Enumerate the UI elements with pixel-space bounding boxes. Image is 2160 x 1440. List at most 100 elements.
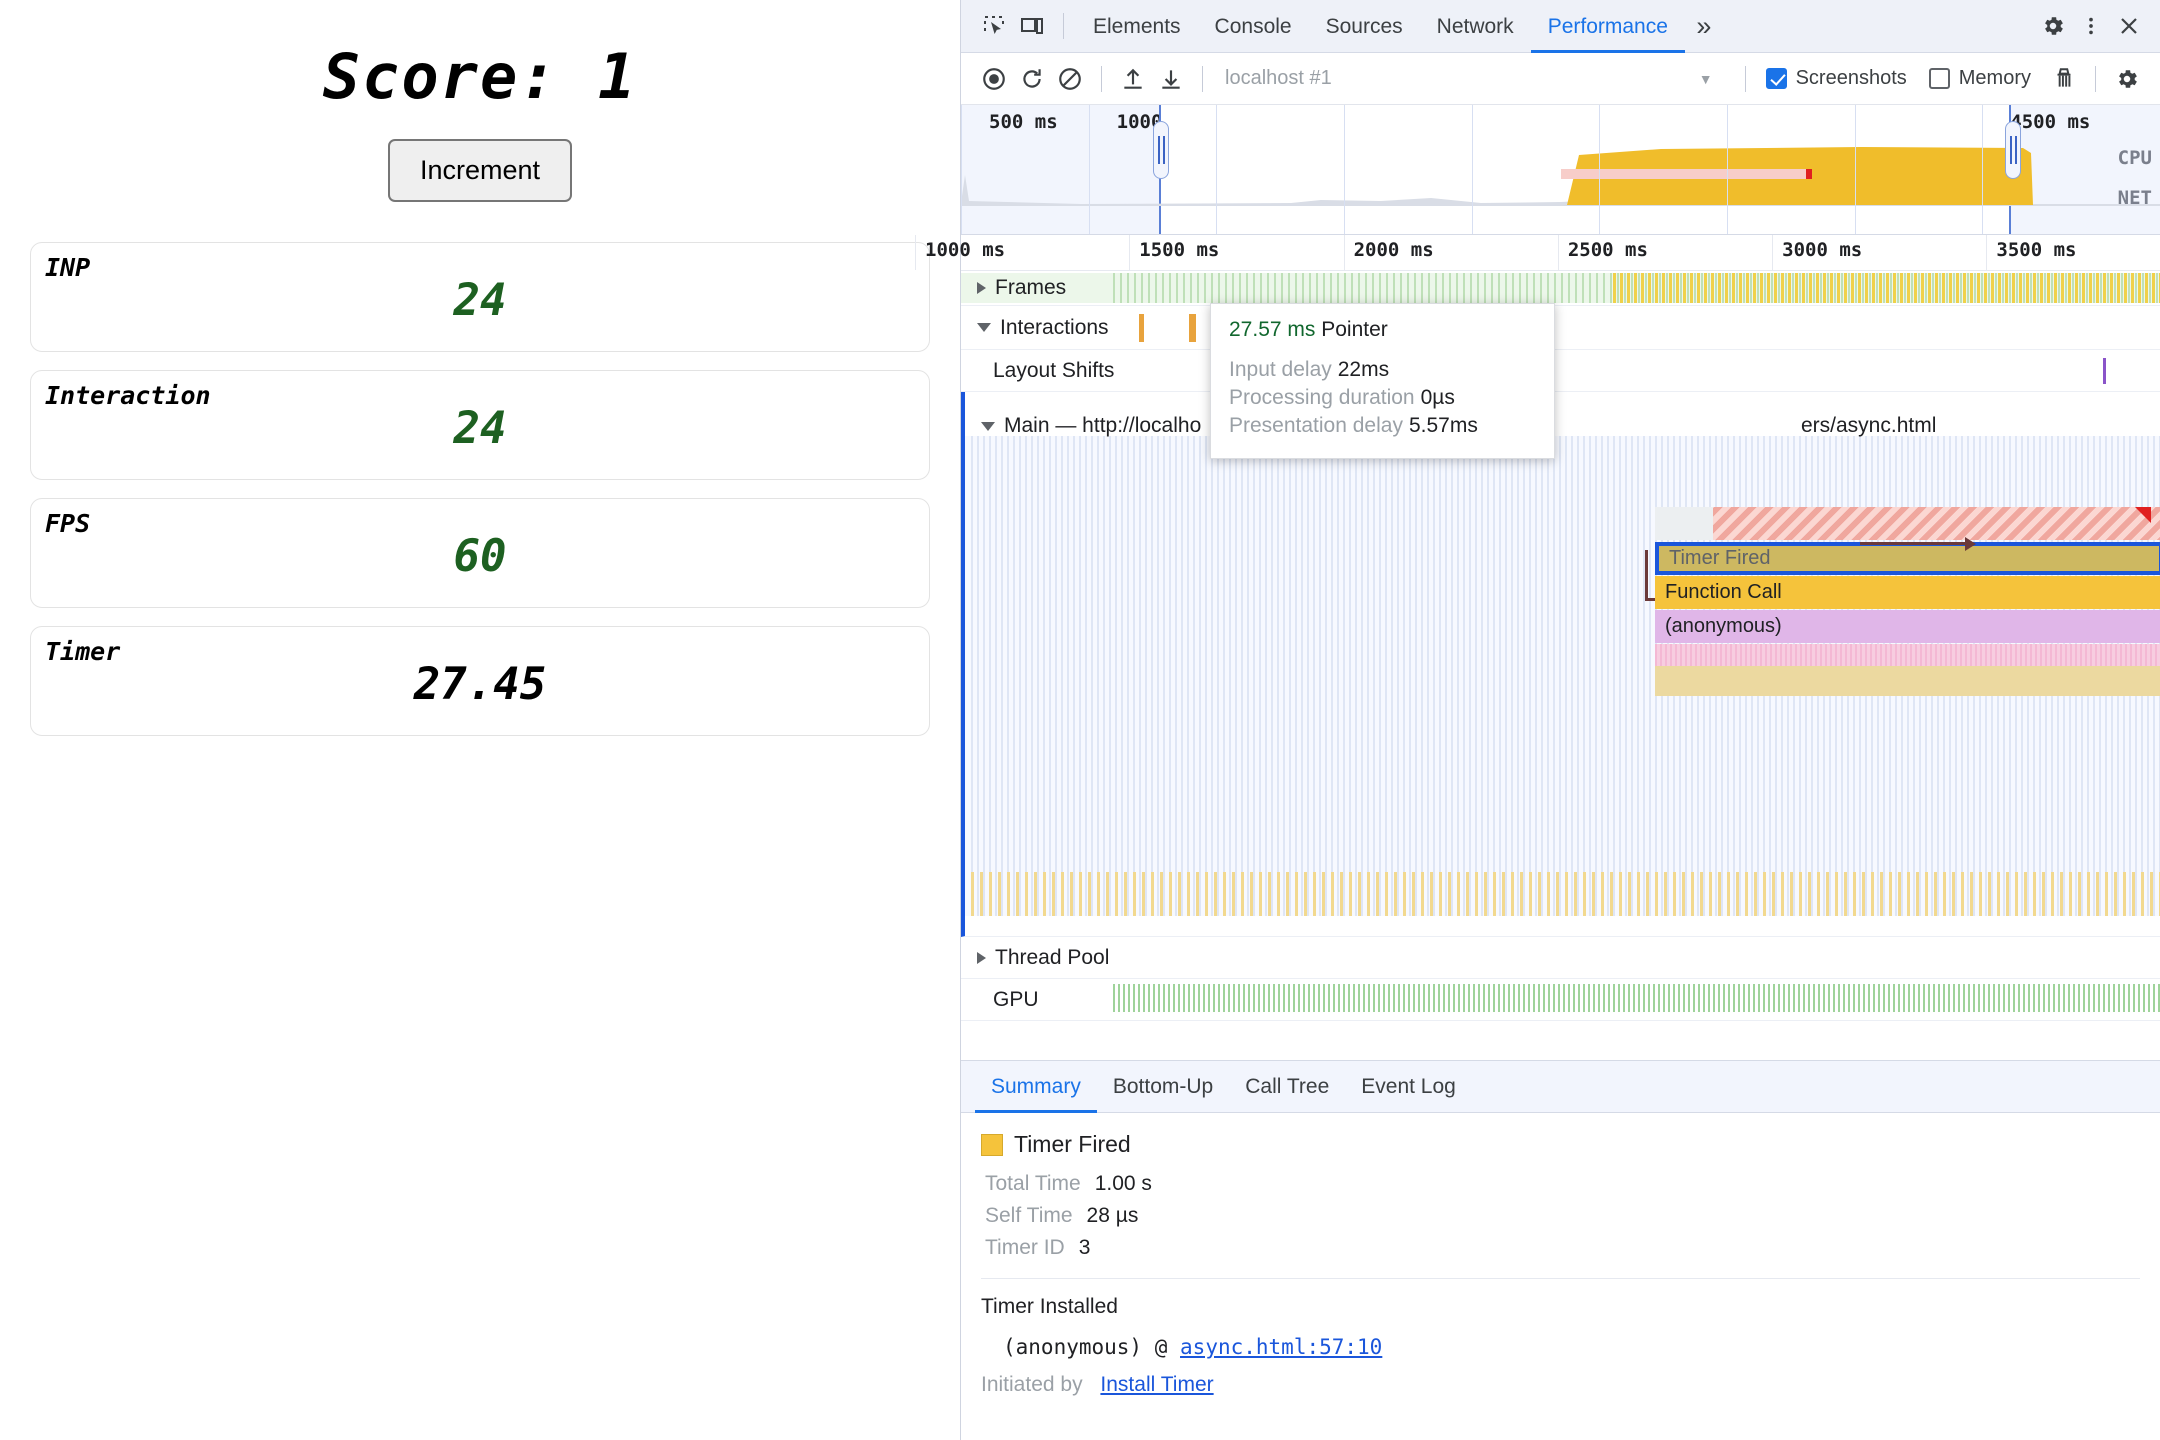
controls-divider-2 [1202, 65, 1203, 92]
detail-field-key: Total Time [985, 1172, 1081, 1195]
arrow-head-icon [1965, 537, 1976, 551]
overview-selection-window[interactable] [1159, 105, 2011, 234]
track-gpu[interactable]: GPU [961, 979, 2160, 1021]
tooltip-row-list: Input delay 22ms Processing duration 0µs Pre… [1229, 358, 1536, 438]
reload-and-record-icon[interactable] [1013, 60, 1051, 98]
flame-bar[interactable]: Timer Fired [1655, 542, 2160, 575]
capture-settings-gear-icon[interactable] [2108, 60, 2146, 98]
page-title: Score: 1 [322, 40, 638, 113]
detail-field-key: Self Time [985, 1204, 1073, 1227]
collect-garbage-icon[interactable] [2045, 60, 2083, 98]
overview-tick: 500 ms [989, 111, 1058, 133]
track-interactions[interactable]: Interactions [961, 306, 2160, 350]
interaction-tooltip: 27.57 ms Pointer Input delay 22ms Processi… [1210, 303, 1555, 459]
clear-icon[interactable] [1051, 60, 1089, 98]
screenshots-checkbox[interactable]: Screenshots [1765, 67, 1907, 90]
track-thread-pool[interactable]: Thread Pool [961, 937, 2160, 979]
interaction-marker-1[interactable] [1139, 314, 1144, 342]
overview-window-handle-left[interactable] [1153, 121, 1169, 179]
track-frames[interactable]: Frames [961, 271, 2160, 306]
details-tab-list: Summary Bottom-Up Call Tree Event Log [961, 1061, 2160, 1113]
kebab-menu-icon[interactable] [2072, 7, 2110, 45]
flame-bar[interactable]: (anonymous) [1655, 610, 2160, 643]
recording-history-select[interactable]: localhost #1 ▼ [1225, 67, 1723, 90]
controls-divider-3 [1744, 65, 1746, 92]
close-icon[interactable] [2110, 7, 2148, 45]
devtools-tab-elements[interactable]: Elements [1093, 14, 1181, 38]
track-frames-title[interactable]: Frames [977, 276, 1066, 300]
timeline-tracks[interactable]: Frames Interactions Layout Shifts Main —… [961, 271, 2160, 1061]
ruler-gridline [1129, 235, 1131, 270]
track-main-title[interactable]: Main — http://localho [981, 414, 1201, 438]
track-thread-pool-label: Thread Pool [995, 945, 1110, 969]
layout-shift-marker[interactable] [2103, 358, 2106, 384]
gear-icon[interactable] [2034, 7, 2072, 45]
record-icon[interactable] [975, 60, 1013, 98]
track-main-label: Main — http://localho [1004, 414, 1202, 437]
detail-field-value: 1.00 s [1094, 1172, 1152, 1195]
ruler-tick: 1000 ms [925, 239, 1006, 261]
track-main[interactable]: Main — http://localho ers/async.html Tas… [961, 392, 2160, 937]
ruler-gridline [1557, 235, 1559, 270]
details-tab-summary[interactable]: Summary [975, 1061, 1097, 1113]
details-body: Timer Fired Total Time 1.00 s Self Time 28 … [961, 1113, 2160, 1415]
chevron-right-icon [977, 282, 986, 294]
interaction-marker-2[interactable] [1189, 314, 1196, 342]
track-layout-shifts[interactable]: Layout Shifts [961, 350, 2160, 392]
overview-gridline [1854, 105, 1856, 234]
demo-page: Score: 1 Increment INP 24 Interaction 24 FPS… [0, 0, 960, 1440]
stack-function-name: (anonymous) @ [1003, 1335, 1168, 1359]
ruler-tick: 2500 ms [1567, 239, 1648, 261]
chevron-down-icon [977, 323, 991, 332]
tooltip-row-value: 0µs [1420, 386, 1455, 409]
metric-value: 24 [453, 403, 507, 454]
memory-label: Memory [1958, 67, 2031, 89]
overview-cpu-label: CPU [2117, 147, 2152, 169]
devtools-tab-performance[interactable]: Performance [1531, 0, 1685, 53]
arrow-to-selected-icon [1860, 542, 1970, 545]
details-tab-call-tree[interactable]: Call Tree [1245, 1074, 1330, 1098]
overview-gridline [1343, 105, 1345, 234]
devtools-tab-list: Elements Console Sources Network Performance [1076, 0, 1685, 53]
more-tabs-icon[interactable]: » [1696, 10, 1712, 41]
download-profile-icon[interactable] [1152, 60, 1190, 98]
overview-net-label: NET [2117, 187, 2152, 209]
initiated-by-link[interactable]: Install Timer [1100, 1373, 1214, 1396]
detail-field: Total Time 1.00 s [981, 1172, 2140, 1196]
increment-button[interactable]: Increment [387, 139, 573, 202]
flame-bar[interactable]: Task [1655, 507, 2160, 540]
metric-card: Timer 27.45 [30, 626, 930, 736]
devtools-tab-sources[interactable]: Sources [1325, 14, 1403, 38]
track-gpu-title[interactable]: GPU [993, 988, 1039, 1012]
overview-gridline [1599, 105, 1601, 234]
ruler-gridline [1772, 235, 1774, 270]
devtools-tab-network[interactable]: Network [1436, 14, 1514, 38]
details-tab-bottom-up[interactable]: Bottom-Up [1112, 1074, 1214, 1098]
ruler-tick: 3000 ms [1782, 239, 1863, 261]
metric-card: Interaction 24 [30, 370, 930, 480]
tooltip-event-name: Pointer [1321, 318, 1388, 341]
overview-tick: 4500 ms [2010, 111, 2091, 133]
overview-window-handle-right[interactable] [2005, 121, 2021, 179]
device-toolbar-icon[interactable] [1013, 7, 1051, 45]
overview-gridline [1088, 105, 1090, 234]
sub-activity-strip [1655, 644, 2160, 666]
devtools-tab-console[interactable]: Console [1214, 14, 1292, 38]
overview-gridline [1471, 105, 1473, 234]
details-tab-event-log[interactable]: Event Log [1361, 1074, 1456, 1098]
detail-field: Timer ID 3 [981, 1236, 2140, 1260]
stack-source-link[interactable]: async.html:57:10 [1180, 1335, 1383, 1359]
detail-field-value: 3 [1078, 1236, 1091, 1259]
track-thread-pool-title[interactable]: Thread Pool [977, 946, 1109, 970]
inspect-cursor-icon[interactable] [975, 7, 1013, 45]
tooltip-row-key: Input delay [1229, 358, 1332, 381]
memory-checkbox[interactable]: Memory [1928, 67, 2031, 90]
performance-controls: localhost #1 ▼ Screenshots Memory [961, 53, 2160, 105]
track-interactions-title[interactable]: Interactions [977, 316, 1109, 340]
track-layout-shifts-title[interactable]: Layout Shifts [993, 359, 1114, 383]
upload-profile-icon[interactable] [1114, 60, 1152, 98]
flame-bar[interactable]: Function Call [1655, 576, 2160, 609]
tabstrip-divider [1063, 13, 1064, 39]
ruler-gridline [1343, 235, 1345, 270]
